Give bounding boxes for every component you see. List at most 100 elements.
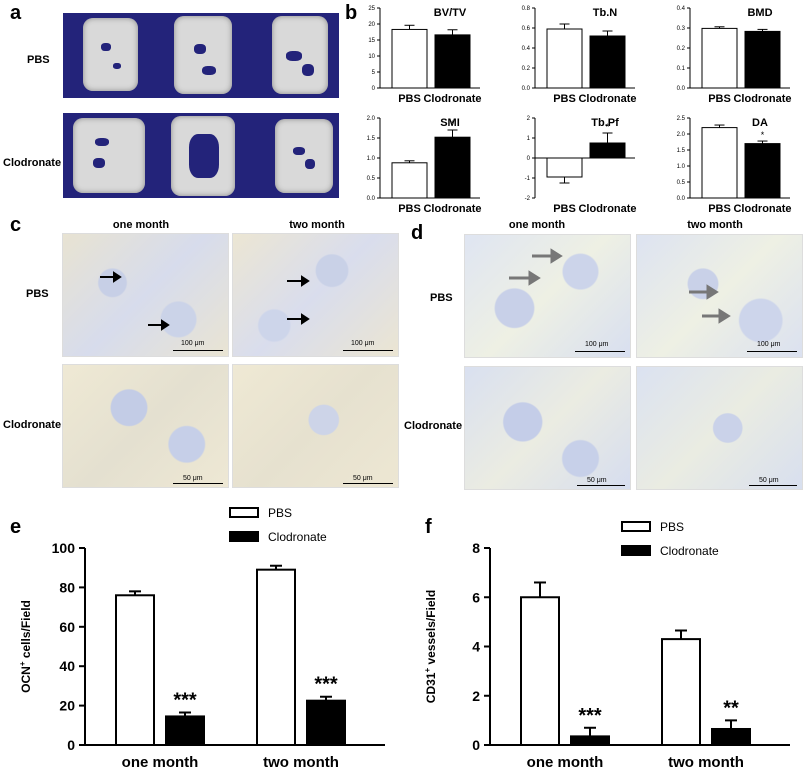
chart-bmd: BMD 0.0 0.1 0.2 0.3 0.4 PBS Clodronate [677,6,792,105]
histology-image-d-clodronate-one-month: 50 μm [464,366,631,490]
y-axis-label: CD31+ vessels/Field [423,590,438,703]
chart-tbpf: Tb.Pf -2 -1 0 1 2 PBS * Clodronate [525,116,637,215]
bar-pbs [546,28,583,89]
significance-mark: *** [173,689,197,711]
y-tick-label: 2 [527,116,531,122]
x-tick-label: two month [668,754,744,768]
y-axis-label: OCN+ cells/Field [18,600,33,693]
scale-bar [749,485,797,486]
histology-image-c-pbs-two-month: 100 μm [232,233,399,357]
x-tick-label: Clodronate [423,203,481,215]
y-tick-label: 20 [368,22,375,28]
x-tick-label: Clodronate [733,203,791,215]
x-tick-label: PBS [398,203,421,215]
scale-label: 100 μm [757,341,781,348]
panel-d-col-label-one-month: one month [508,219,566,231]
legend-label-pbs: PBS [268,506,292,520]
bar-clodronate [744,30,781,89]
panel-d-row-label-pbs: PBS [430,292,453,304]
y-tick-label: 0 [372,86,376,92]
scale-bar [577,485,625,486]
x-tick-label: PBS [708,203,731,215]
y-tick-label: 60 [59,619,75,635]
bar-pbs [115,594,155,746]
scale-label: 100 μm [181,340,205,347]
bar-clodronate [434,136,471,199]
microct-image-clodronate [63,113,339,198]
y-tick-label: 100 [52,540,76,556]
y-tick-label: -2 [525,196,531,202]
bone-scan [83,18,138,91]
y-tick-label: 4 [472,639,480,655]
bar-pbs [701,27,738,89]
legend-swatch-clodronate [621,545,651,556]
y-tick-label: 5 [372,70,376,76]
y-tick-label: 0.6 [522,26,531,32]
histology-image-c-clodronate-one-month: 50 μm [62,364,229,488]
panel-c-col-label-two-month: two month [289,219,345,231]
y-tick-label: 1.0 [367,156,376,162]
chart-ocn: 0 20 40 60 80 100 OCN+ cells/Field one month ***… [18,540,385,768]
y-tick-label: 8 [472,540,480,556]
bar-pbs [391,28,428,89]
bone-scan [174,16,232,94]
y-tick-label: 0.4 [677,6,686,12]
bar-clodronate [570,735,610,747]
y-tick-label: 1 [527,136,531,142]
y-tick-label: 0.2 [677,46,686,52]
panel-c-row-label-clodronate: Clodronate [3,419,62,431]
bone-scan [73,118,145,193]
chart-smi: SMI 0.0 0.5 1.0 1.5 2.0 PBS * Clodronate [367,116,482,215]
y-tick-label: 0.5 [677,180,686,186]
y-tick-label: 80 [59,579,75,595]
bar-clodronate [711,727,751,746]
y-tick-label: 2.5 [677,116,686,122]
bar-clodronate [165,715,205,746]
significance-mark: *** [314,674,338,696]
legend-cd31: PBS Clodronate [621,520,719,558]
bar-clodronate [744,143,781,199]
legend-label-clodronate: Clodronate [660,544,719,558]
panel-c-arrows [100,271,310,331]
y-tick-label: 6 [472,589,480,605]
panel-c-col-label-one-month: one month [112,219,170,231]
scale-label: 50 μm [759,477,779,484]
panel-d-col-label-two-month: two month [687,219,743,231]
chart-cd31: 0 2 4 6 8 CD31+ vessels/Field one month *** two … [423,540,790,768]
significance-mark: * [606,122,610,132]
scale-bar [575,351,625,352]
histology-image-c-pbs-one-month: 100 μm [62,233,229,357]
y-tick-label: 0.4 [522,46,531,52]
chart-title: BV/TV [434,7,467,19]
chart-title: Tb.Pf [591,117,619,129]
y-tick-label: 0.0 [522,86,531,92]
panel-letter-d: d [411,222,424,244]
y-tick-label: 2 [472,688,480,704]
y-tick-label: 40 [59,658,75,674]
panel-d-row-label-clodronate: Clodronate [404,420,463,432]
y-tick-label: 0 [472,737,480,753]
y-tick-label: 0.5 [367,176,376,182]
significance-mark: *** [578,705,602,727]
y-tick-label: 0.8 [522,6,531,12]
y-tick-label: 2.0 [367,116,376,122]
histology-image-c-clodronate-two-month: 50 μm [232,364,399,488]
panel-a-row-label-pbs: PBS [27,54,50,66]
y-tick-label: 25 [368,6,375,12]
scale-bar [343,483,393,484]
panel-a-row-label-clodronate: Clodronate [3,157,62,169]
bar-clodronate [589,142,626,159]
histology-image-d-pbs-two-month: 100 μm [636,234,803,358]
y-tick-label: -1 [525,176,531,182]
microct-image-pbs [63,13,339,98]
bar-pbs [256,568,296,747]
panel-letter-a: a [10,2,22,24]
bar-clodronate [434,34,471,89]
x-tick-label: Clodronate [423,93,481,105]
y-tick-label: 0.0 [677,196,686,202]
bar-clodronate [589,35,626,89]
x-tick-label: one month [527,754,604,768]
legend-label-clodronate: Clodronate [268,530,327,544]
